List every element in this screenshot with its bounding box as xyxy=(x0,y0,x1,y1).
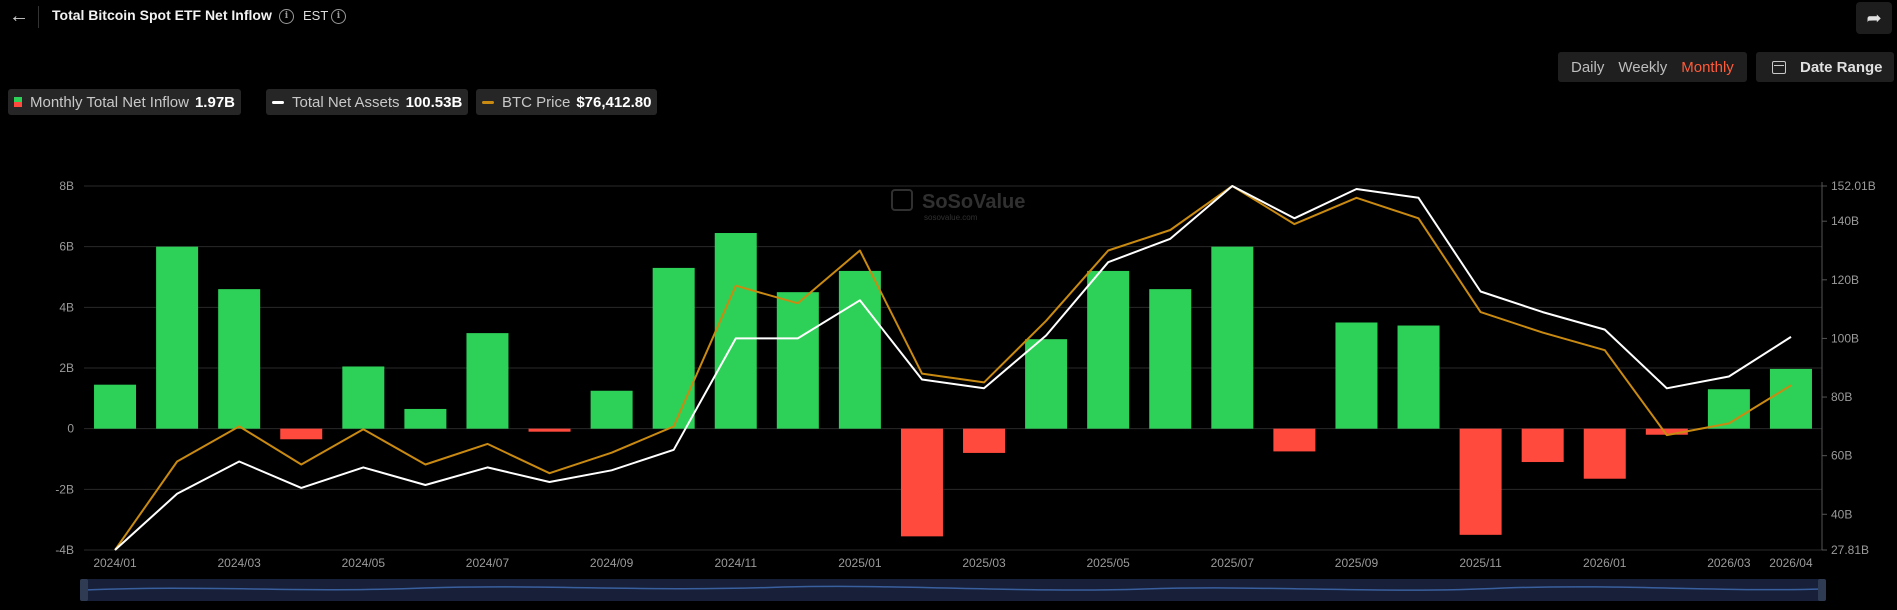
x-axis-tick: 2025/05 xyxy=(1086,556,1130,570)
y-axis-left-tick: 4B xyxy=(59,300,74,314)
inflow-bar-2024-11[interactable] xyxy=(715,233,757,429)
inflow-bar-2025-12[interactable] xyxy=(1522,429,1564,462)
inflow-bar-2026-04[interactable] xyxy=(1770,369,1812,429)
x-axis-tick: 2025/03 xyxy=(962,556,1006,570)
y-axis-right-tick: 40B xyxy=(1831,507,1852,521)
inflow-bar-2024-08[interactable] xyxy=(529,429,571,432)
inflow-bar-2025-10[interactable] xyxy=(1398,326,1440,429)
inflow-bar-2025-02[interactable] xyxy=(901,429,943,537)
inflow-bar-2025-04[interactable] xyxy=(1025,339,1067,428)
x-axis-tick: 2025/07 xyxy=(1211,556,1255,570)
inflow-bar-2024-05[interactable] xyxy=(342,366,384,428)
y-axis-right-tick: 120B xyxy=(1831,273,1859,287)
x-axis-tick: 2024/11 xyxy=(715,556,758,570)
inflow-bar-2025-07[interactable] xyxy=(1211,247,1253,429)
inflow-bar-2025-05[interactable] xyxy=(1087,271,1129,429)
inflow-bar-2025-06[interactable] xyxy=(1149,289,1191,429)
y-axis-right-tick: 80B xyxy=(1831,390,1852,404)
y-axis-left-tick: -4B xyxy=(55,543,74,557)
range-navigator[interactable] xyxy=(84,579,1822,601)
inflow-bar-2024-07[interactable] xyxy=(466,333,508,429)
x-axis-tick: 2024/07 xyxy=(466,556,510,570)
watermark-brand: SoSoValue xyxy=(922,191,1025,213)
inflow-bar-2025-11[interactable] xyxy=(1460,429,1502,535)
navigator-right-handle[interactable] xyxy=(1818,579,1826,601)
x-axis-tick: 2024/01 xyxy=(93,556,137,570)
inflow-bar-2024-04[interactable] xyxy=(280,429,322,440)
x-axis-tick: 2024/03 xyxy=(217,556,261,570)
x-axis-tick: 2026/03 xyxy=(1707,556,1751,570)
x-axis-tick: 2024/09 xyxy=(590,556,634,570)
y-axis-right-tick: 27.81B xyxy=(1831,543,1869,557)
inflow-bar-2025-03[interactable] xyxy=(963,429,1005,453)
inflow-bar-2025-08[interactable] xyxy=(1273,429,1315,452)
inflow-bar-2024-10[interactable] xyxy=(653,268,695,429)
y-axis-left-tick: 2B xyxy=(59,361,74,375)
inflow-bar-2024-02[interactable] xyxy=(156,247,198,429)
y-axis-left-tick: 6B xyxy=(59,240,74,254)
navigator-sparkline xyxy=(84,579,1822,601)
x-axis-tick: 2026/01 xyxy=(1583,556,1627,570)
inflow-bar-2025-01[interactable] xyxy=(839,271,881,429)
y-axis-right-tick: 140B xyxy=(1831,214,1859,228)
y-axis-right-tick: 152.01B xyxy=(1831,179,1876,193)
y-axis-left-tick: -2B xyxy=(55,482,74,496)
inflow-bar-2024-12[interactable] xyxy=(777,292,819,429)
navigator-left-handle[interactable] xyxy=(80,579,88,601)
inflow-bar-2024-06[interactable] xyxy=(404,409,446,429)
inflow-bar-2026-01[interactable] xyxy=(1584,429,1626,479)
x-axis-tick: 2025/11 xyxy=(1459,556,1502,570)
inflow-bar-2024-01[interactable] xyxy=(94,385,136,429)
sosovalue-logo-icon xyxy=(892,190,912,210)
inflow-bar-2025-09[interactable] xyxy=(1335,323,1377,429)
watermark-domain: sosovalue.com xyxy=(924,213,978,222)
y-axis-left-tick: 8B xyxy=(59,179,74,193)
y-axis-right-tick: 60B xyxy=(1831,449,1852,463)
x-axis-tick: 2026/04 xyxy=(1769,556,1813,570)
y-axis-left-tick: 0 xyxy=(67,422,74,436)
x-axis-tick: 2024/05 xyxy=(342,556,386,570)
inflow-bar-2024-09[interactable] xyxy=(591,391,633,429)
y-axis-right-tick: 100B xyxy=(1831,331,1859,345)
inflow-bar-2024-03[interactable] xyxy=(218,289,260,429)
x-axis-tick: 2025/09 xyxy=(1335,556,1379,570)
x-axis-tick: 2025/01 xyxy=(838,556,882,570)
